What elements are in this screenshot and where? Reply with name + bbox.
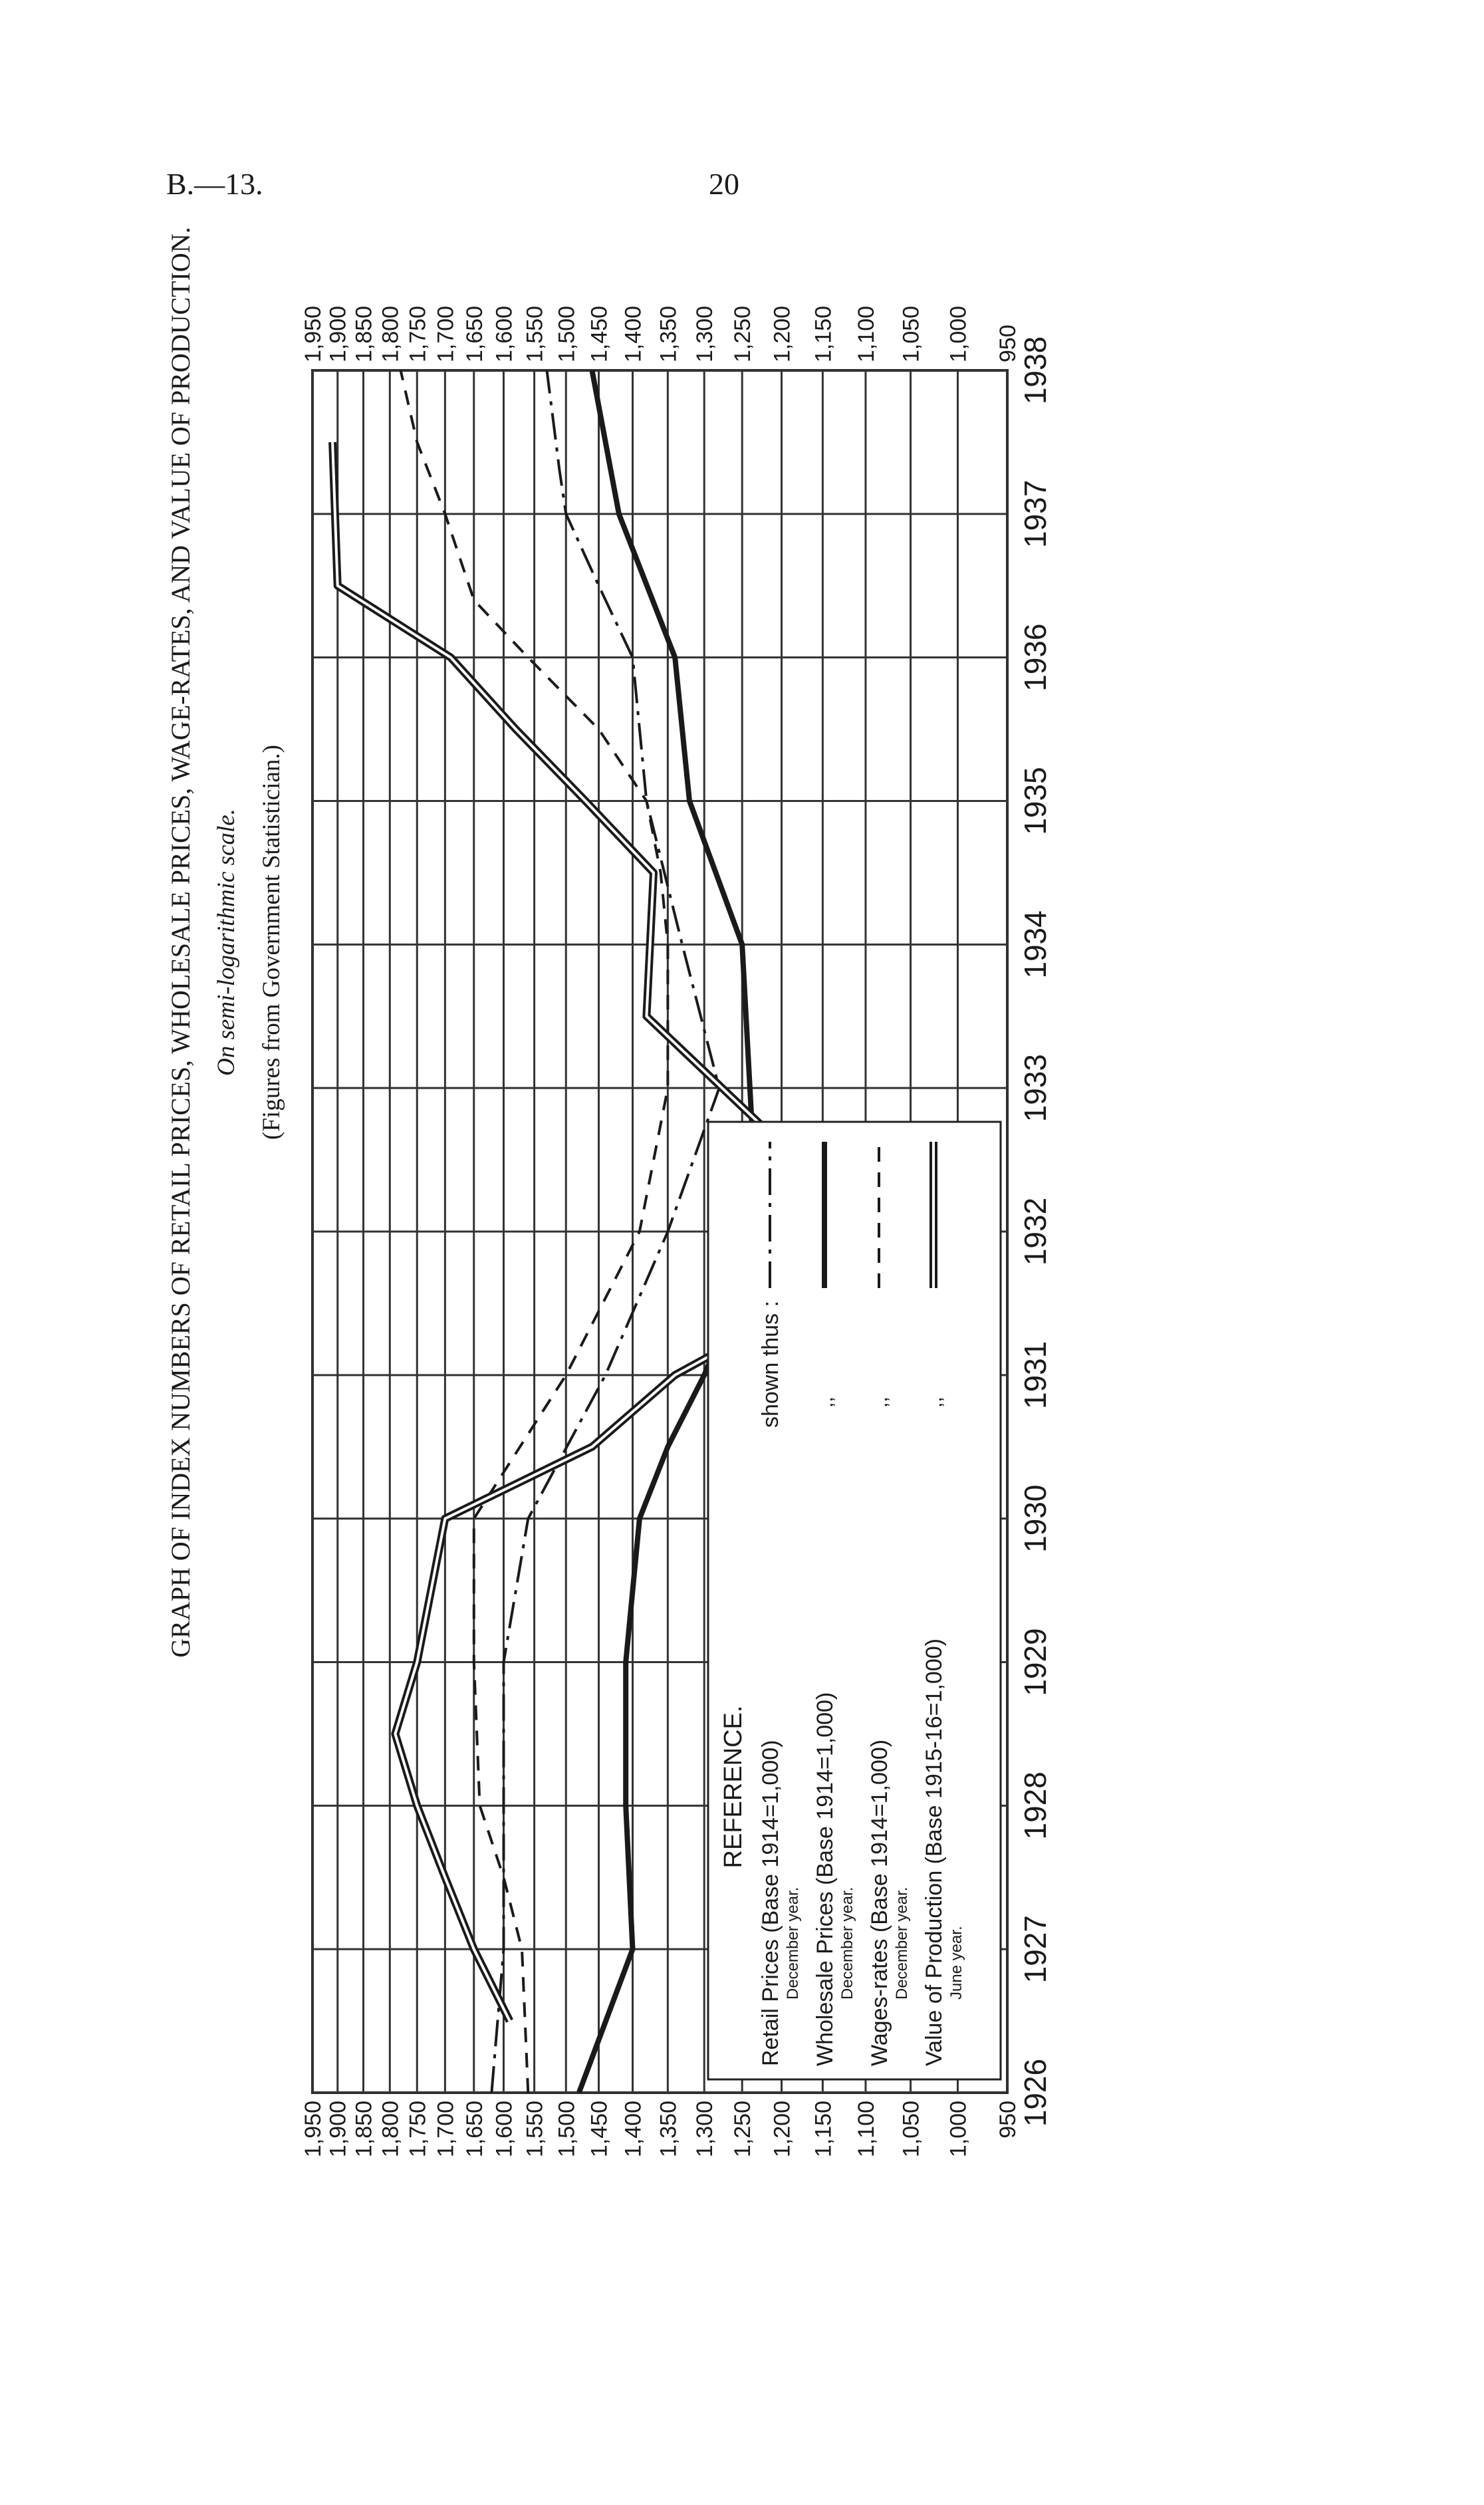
y-tick-label: 950 bbox=[995, 2101, 1021, 2139]
series-line bbox=[399, 370, 670, 2093]
y-tick-label: 1,050 bbox=[899, 2101, 924, 2157]
y-tick-label: 1,900 bbox=[326, 2101, 351, 2157]
legend-item: Wages-rates (Base 1914=1,000) December ye… bbox=[867, 1142, 911, 2066]
legend-heading: REFERENCE. bbox=[719, 1706, 747, 1869]
legend-note: December year. bbox=[838, 1887, 856, 2000]
y-tick-label: 1,400 bbox=[621, 306, 646, 362]
y-tick-label: 1,850 bbox=[351, 2101, 376, 2157]
y-tick-label: 1,500 bbox=[554, 2101, 579, 2157]
y-tick-label: 1,350 bbox=[656, 306, 681, 362]
y-tick-label: 1,650 bbox=[462, 306, 487, 362]
x-tick-label: 1936 bbox=[1018, 623, 1052, 691]
y-tick-label: 1,150 bbox=[810, 2101, 836, 2157]
legend: REFERENCE.shown thus :Retail Prices (Bas… bbox=[707, 1121, 1002, 2081]
y-tick-label: 1,650 bbox=[462, 2101, 487, 2157]
x-tick-label: 1927 bbox=[1018, 1915, 1052, 1983]
y-tick-label: 1,600 bbox=[491, 2101, 517, 2157]
y-tick-label: 1,900 bbox=[326, 306, 351, 362]
y-tick-label: 1,200 bbox=[770, 306, 795, 362]
y-tick-label: 1,450 bbox=[587, 2101, 612, 2157]
x-tick-label: 1930 bbox=[1018, 1484, 1052, 1552]
y-tick-label: 1,550 bbox=[523, 2101, 548, 2157]
y-tick-labels-right: 950 1,000 1,050 1,100 1,150 1,200 1,250 1,300 1,… bbox=[301, 306, 1021, 362]
series-3 bbox=[399, 370, 670, 2093]
y-tick-label: 1,400 bbox=[621, 2101, 646, 2157]
chart-source: (Figures from Government Statistician.) bbox=[258, 745, 285, 1140]
legend-box bbox=[707, 1121, 1002, 2081]
legend-label: Value of Production (Base 1915-16=1,000) bbox=[922, 1639, 947, 2066]
y-tick-label: 1,700 bbox=[433, 306, 458, 362]
legend-item: Value of Production (Base 1915-16=1,000)… bbox=[922, 1142, 965, 2066]
y-tick-label: 950 bbox=[995, 325, 1021, 362]
y-tick-label: 1,000 bbox=[945, 2101, 971, 2157]
x-tick-label: 1933 bbox=[1018, 1054, 1052, 1122]
y-tick-label: 1,950 bbox=[301, 306, 326, 362]
legend-note: December year. bbox=[784, 1887, 802, 2000]
y-tick-label: 1,250 bbox=[730, 2101, 755, 2157]
legend-item: Retail Prices (Base 1914=1,000) December … bbox=[758, 1142, 802, 2066]
x-tick-label: 1929 bbox=[1018, 1628, 1052, 1696]
x-tick-label: 1932 bbox=[1018, 1198, 1052, 1265]
legend-ditto: ,, bbox=[815, 1396, 837, 1408]
y-tick-label: 1,950 bbox=[301, 2101, 326, 2157]
title-block: GRAPH OF INDEX NUMBERS OF RETAIL PRICES,… bbox=[166, 227, 285, 1657]
y-tick-label: 1,000 bbox=[945, 306, 971, 362]
y-tick-label: 1,700 bbox=[433, 2101, 458, 2157]
page-code: B.—13. bbox=[166, 167, 263, 201]
legend-item: Wholesale Prices (Base 1914=1,000) Decemb… bbox=[812, 1142, 856, 2066]
y-tick-label: 1,450 bbox=[587, 306, 612, 362]
x-tick-label: 1931 bbox=[1018, 1341, 1052, 1409]
y-tick-label: 1,200 bbox=[770, 2101, 795, 2157]
legend-label: Retail Prices (Base 1914=1,000) bbox=[758, 1740, 783, 2066]
legend-ditto: ,, bbox=[924, 1396, 946, 1408]
x-tick-label: 1938 bbox=[1018, 336, 1052, 404]
y-tick-label: 1,800 bbox=[378, 306, 403, 362]
y-tick-label: 1,350 bbox=[656, 2101, 681, 2157]
x-tick-labels: 1926 1927 1928 1929 1930 1931 1932 1933 1934 1935… bbox=[1018, 336, 1052, 2127]
chart-title: GRAPH OF INDEX NUMBERS OF RETAIL PRICES,… bbox=[166, 227, 195, 1657]
y-tick-label: 1,100 bbox=[854, 2101, 879, 2157]
x-tick-label: 1934 bbox=[1018, 910, 1052, 978]
legend-ditto: ,, bbox=[870, 1396, 892, 1408]
chart-subtitle: On semi-logarithmic scale. bbox=[213, 809, 240, 1076]
y-tick-label: 1,600 bbox=[491, 306, 517, 362]
y-tick-label: 1,100 bbox=[854, 306, 879, 362]
y-tick-label: 1,050 bbox=[899, 306, 924, 362]
y-tick-labels-left: 950 1,000 1,050 1,100 1,150 1,200 1,250 1,300 1,… bbox=[301, 2101, 1021, 2157]
legend-label: Wages-rates (Base 1914=1,000) bbox=[867, 1740, 892, 2066]
y-tick-label: 1,550 bbox=[523, 306, 548, 362]
y-tick-label: 1,300 bbox=[692, 306, 717, 362]
page-number: 20 bbox=[709, 167, 739, 201]
x-tick-label: 1926 bbox=[1018, 2059, 1052, 2127]
y-tick-label: 1,850 bbox=[351, 306, 376, 362]
y-tick-label: 1,150 bbox=[810, 306, 836, 362]
y-tick-label: 1,750 bbox=[405, 306, 430, 362]
legend-label: Wholesale Prices (Base 1914=1,000) bbox=[812, 1692, 838, 2066]
legend-note: June year. bbox=[947, 1926, 965, 2000]
legend-note: December year. bbox=[893, 1887, 911, 2000]
x-tick-label: 1937 bbox=[1018, 480, 1052, 548]
y-tick-label: 1,750 bbox=[405, 2101, 430, 2157]
y-tick-label: 1,250 bbox=[730, 306, 755, 362]
y-tick-label: 1,500 bbox=[554, 306, 579, 362]
x-tick-label: 1928 bbox=[1018, 1772, 1052, 1839]
y-tick-label: 1,800 bbox=[378, 2101, 403, 2157]
y-tick-label: 1,300 bbox=[692, 2101, 717, 2157]
legend-shown-thus: shown thus : bbox=[758, 1301, 783, 1428]
x-tick-label: 1935 bbox=[1018, 767, 1052, 835]
